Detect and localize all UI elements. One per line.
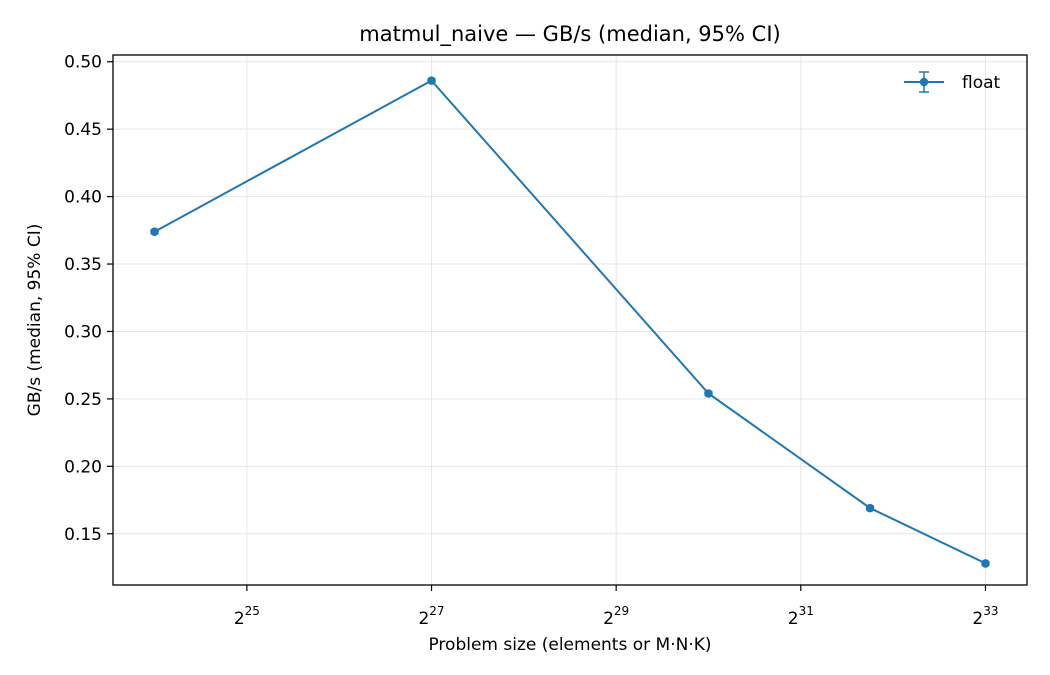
x-tick-exponent: 29 — [614, 604, 629, 618]
x-tick-label: 231 — [788, 604, 814, 629]
chart-title: matmul_naive — GB/s (median, 95% CI) — [359, 22, 780, 47]
x-tick-label: 229 — [603, 604, 629, 629]
y-axis: 0.15 0.20 0.25 0.30 0.35 0.40 0.45 0.50 — [64, 53, 113, 545]
x-axis: 225 227 229 231 233 — [234, 585, 999, 629]
x-tick-base: 2 — [234, 609, 245, 629]
series-group — [150, 76, 990, 568]
x-tick-exponent: 27 — [429, 604, 444, 618]
y-tick-label: 0.40 — [64, 188, 102, 208]
x-tick-base: 2 — [788, 609, 799, 629]
x-tick-exponent: 31 — [799, 604, 814, 618]
x-tick-label: 225 — [234, 604, 260, 629]
x-tick-label: 227 — [418, 604, 444, 629]
x-tick-label: 233 — [972, 604, 998, 629]
legend-label-float: float — [962, 73, 1001, 93]
grid — [113, 55, 1027, 585]
y-tick-label: 0.25 — [64, 390, 102, 410]
x-tick-base: 2 — [418, 609, 429, 629]
y-tick-label: 0.45 — [64, 120, 102, 140]
y-tick-label: 0.50 — [64, 53, 102, 73]
y-tick-label: 0.20 — [64, 457, 102, 477]
y-axis-label: GB/s (median, 95% CI) — [25, 224, 45, 417]
x-tick-base: 2 — [972, 609, 983, 629]
data-point — [150, 227, 159, 236]
x-tick-base: 2 — [603, 609, 614, 629]
series-line-float — [154, 79, 986, 565]
plot-frame — [112, 54, 1028, 586]
data-point — [865, 503, 875, 513]
x-tick-exponent: 25 — [245, 604, 260, 618]
data-point — [981, 559, 990, 568]
data-point — [704, 389, 713, 398]
y-tick-label: 0.30 — [64, 322, 102, 342]
y-tick-label: 0.35 — [64, 255, 102, 275]
legend-marker-float — [919, 77, 929, 87]
x-tick-exponent: 33 — [983, 604, 998, 618]
data-point — [427, 76, 436, 85]
y-tick-label: 0.15 — [64, 525, 102, 545]
x-axis-label: Problem size (elements or M·N·K) — [428, 635, 711, 655]
legend: float — [904, 71, 1001, 93]
